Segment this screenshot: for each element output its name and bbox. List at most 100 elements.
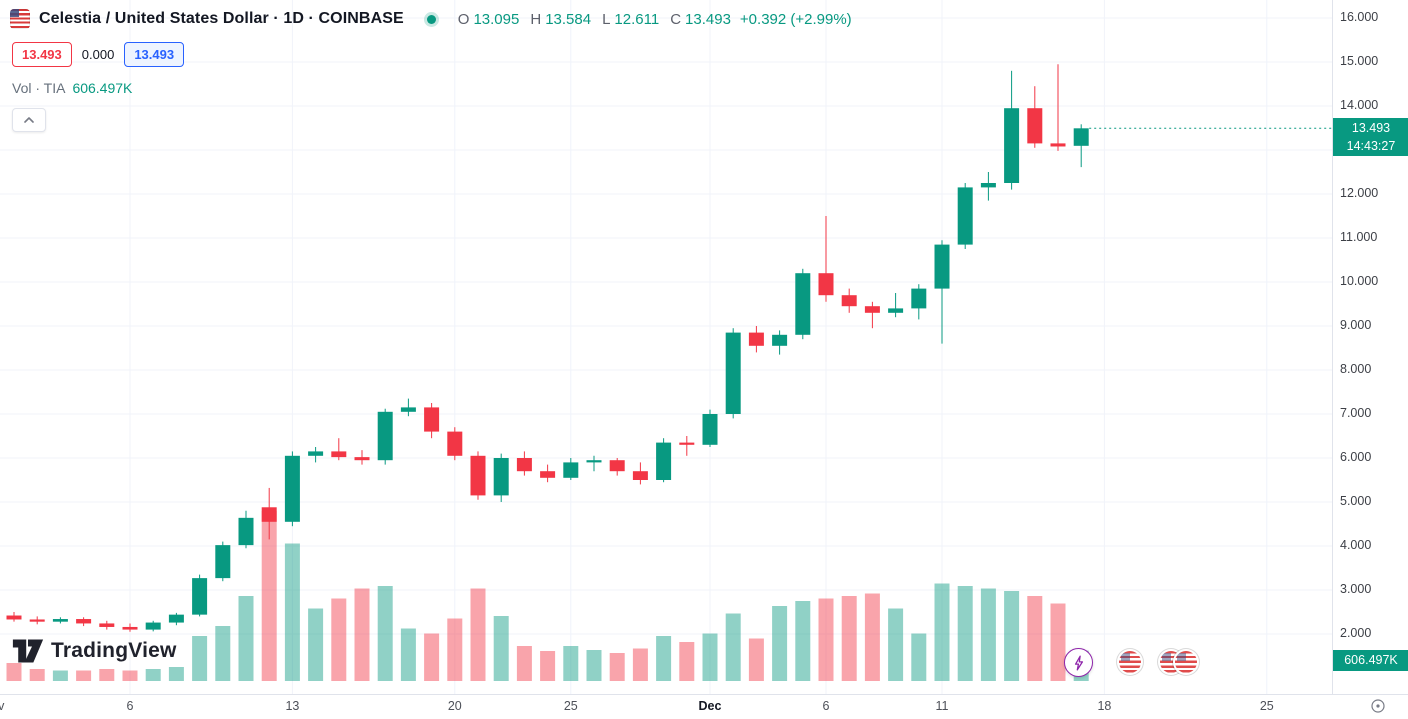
time-axis-label: 13 — [285, 699, 300, 713]
volume-bar — [52, 670, 68, 681]
volume-bar — [1027, 596, 1043, 681]
collapse-legend-button[interactable] — [12, 108, 46, 132]
price-axis-label: 15.000 — [1340, 54, 1379, 68]
volume-bar — [818, 598, 834, 681]
ohlc-open-value: 13.095 — [473, 10, 520, 28]
tradingview-logo[interactable]: TradingView — [12, 638, 177, 664]
volume-value: 606.497K — [72, 80, 133, 96]
candle-body — [725, 332, 741, 414]
candle-body — [957, 187, 973, 245]
candle-body — [586, 460, 602, 463]
time-axis-label: Dec — [698, 699, 722, 713]
volume-bar — [795, 601, 811, 681]
volume-bar — [470, 588, 486, 681]
volume-bar — [980, 588, 996, 681]
candle-body — [934, 244, 950, 289]
volume-bar — [586, 650, 602, 681]
candle-body — [888, 308, 904, 313]
volume-bar — [957, 586, 973, 681]
candle-body — [331, 451, 347, 458]
chart-pane[interactable]: Celestia / United States Dollar · 1D · C… — [0, 0, 1332, 694]
volume-bar — [911, 633, 927, 681]
candle-body — [864, 306, 880, 313]
volume-bar — [748, 638, 764, 681]
time-axis-label: 6 — [822, 699, 830, 713]
volume-bar — [29, 669, 45, 681]
volume-bar — [563, 646, 579, 681]
candle-body — [795, 273, 811, 335]
candle-body — [1050, 143, 1066, 147]
tradingview-logo-text: TradingView — [51, 639, 177, 662]
volume-bar — [192, 636, 208, 681]
volume-bar — [934, 583, 950, 681]
candle-body — [772, 334, 788, 346]
candle-body — [702, 414, 718, 445]
ohlc-close-value: 13.493 — [685, 10, 731, 28]
candle-body — [29, 619, 45, 622]
price-axis-label: 5.000 — [1340, 494, 1372, 508]
candle-body — [122, 626, 138, 630]
order-panel: 13.493 0.000 13.493 — [12, 42, 185, 67]
us-flag-icon — [10, 9, 30, 29]
candle-body — [679, 442, 695, 445]
us-flag-event-icon-3[interactable] — [1175, 651, 1197, 673]
volume-bar — [540, 651, 556, 681]
us-flag-event-icon[interactable] — [1119, 651, 1141, 673]
target-circle-icon — [1371, 699, 1385, 713]
candle-body — [540, 471, 556, 478]
volume-label[interactable]: Vol · TIA — [12, 80, 66, 96]
time-axis[interactable]: v 6 13 20 25 Dec 6 11 18 25 — [0, 694, 1408, 717]
candle-body — [470, 455, 486, 496]
candle-body — [1073, 128, 1089, 146]
chevron-up-icon — [24, 117, 34, 123]
candle-body — [818, 273, 834, 296]
volume-bar — [145, 669, 161, 681]
candle-body — [1004, 108, 1020, 183]
volume-bar — [888, 608, 904, 681]
candle-body — [99, 623, 115, 627]
volume-bar — [308, 608, 324, 681]
ohlc-high-value: 13.584 — [545, 10, 592, 28]
price-axis-label: 16.000 — [1340, 10, 1379, 24]
price-axis-label: 12.000 — [1340, 186, 1379, 200]
volume-bar — [841, 596, 857, 681]
candle-body — [6, 615, 22, 620]
chart-canvas[interactable] — [0, 0, 1332, 694]
tradingview-logo-icon — [12, 639, 44, 663]
candle-body — [238, 517, 254, 546]
bar-countdown: 14:43:27 — [1346, 139, 1396, 154]
buy-price-button[interactable]: 13.493 — [124, 42, 185, 67]
candle-body — [284, 455, 300, 522]
candle-body — [52, 619, 68, 622]
time-axis-label: 25 — [1259, 699, 1274, 713]
candle-body — [980, 183, 996, 188]
candle-body — [377, 411, 393, 461]
ohlc-readout: O 13.095 H 13.584 L 12.611 C 13.493 +0.392 (… — [451, 11, 852, 28]
ohlc-low-value: 12.611 — [614, 10, 660, 28]
lightning-event-icon[interactable] — [1064, 648, 1093, 677]
volume-bar — [1050, 603, 1066, 681]
candle-body — [748, 332, 764, 346]
price-axis[interactable]: 16.00015.00014.00013.00012.00011.00010.0… — [1332, 0, 1408, 694]
volume-bar — [6, 663, 22, 681]
scale-target-button[interactable] — [1370, 698, 1386, 714]
volume-bar — [609, 653, 625, 681]
volume-bar — [99, 669, 115, 681]
volume-bar — [76, 670, 92, 681]
market-status-dot[interactable] — [426, 14, 436, 24]
symbol-legend: Celestia / United States Dollar · 1D · C… — [10, 9, 852, 29]
candle-body — [168, 614, 184, 623]
last-price-value: 13.493 — [1351, 121, 1391, 136]
volume-bar — [656, 636, 672, 681]
symbol-title[interactable]: Celestia / United States Dollar · 1D · C… — [39, 10, 404, 27]
sell-price-button[interactable]: 13.493 — [12, 42, 72, 67]
candle-body — [563, 462, 579, 478]
price-axis-label: 3.000 — [1340, 582, 1372, 596]
volume-bar — [261, 511, 277, 681]
price-axis-label: 7.000 — [1340, 406, 1372, 420]
candle-body — [447, 431, 463, 456]
candle-body — [656, 442, 672, 480]
spread-value: 0.000 — [81, 47, 115, 62]
volume-bar — [284, 543, 300, 681]
ohlc-change: +0.392 (+2.99%) — [739, 10, 852, 28]
